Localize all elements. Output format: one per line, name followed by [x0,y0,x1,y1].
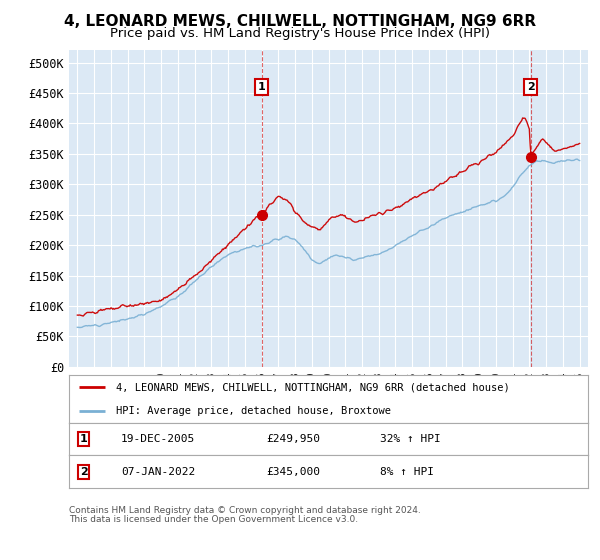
Text: 07-JAN-2022: 07-JAN-2022 [121,466,195,477]
Text: 8% ↑ HPI: 8% ↑ HPI [380,466,434,477]
Text: 2: 2 [80,466,88,477]
Text: 4, LEONARD MEWS, CHILWELL, NOTTINGHAM, NG9 6RR (detached house): 4, LEONARD MEWS, CHILWELL, NOTTINGHAM, N… [116,382,509,392]
Text: £249,950: £249,950 [266,434,320,444]
Text: 19-DEC-2005: 19-DEC-2005 [121,434,195,444]
Text: 1: 1 [257,82,265,92]
Text: Contains HM Land Registry data © Crown copyright and database right 2024.: Contains HM Land Registry data © Crown c… [69,506,421,515]
Text: 4, LEONARD MEWS, CHILWELL, NOTTINGHAM, NG9 6RR: 4, LEONARD MEWS, CHILWELL, NOTTINGHAM, N… [64,14,536,29]
Text: Price paid vs. HM Land Registry's House Price Index (HPI): Price paid vs. HM Land Registry's House … [110,27,490,40]
Text: 2: 2 [527,82,535,92]
Text: £345,000: £345,000 [266,466,320,477]
Text: 1: 1 [80,434,88,444]
Text: This data is licensed under the Open Government Licence v3.0.: This data is licensed under the Open Gov… [69,515,358,524]
Text: HPI: Average price, detached house, Broxtowe: HPI: Average price, detached house, Brox… [116,406,391,416]
Text: 32% ↑ HPI: 32% ↑ HPI [380,434,441,444]
